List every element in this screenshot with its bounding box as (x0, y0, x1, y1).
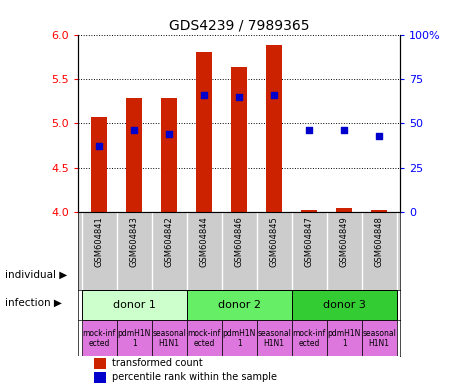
Text: GSM604846: GSM604846 (234, 216, 243, 267)
Bar (301, 210, 316, 212)
Bar (151, 320, 186, 356)
Bar (336, 208, 351, 212)
Bar (91, 117, 107, 212)
Bar (186, 320, 221, 356)
Bar (361, 320, 396, 356)
Text: GSM604844: GSM604844 (199, 216, 208, 266)
Bar (291, 320, 326, 356)
Text: GSM604843: GSM604843 (129, 216, 139, 267)
Text: percentile rank within the sample: percentile rank within the sample (112, 372, 276, 382)
Point (305, 127, 312, 134)
Bar (82, 290, 186, 320)
Bar (266, 45, 281, 212)
Text: individual ▶: individual ▶ (5, 270, 67, 280)
Point (130, 127, 138, 134)
Bar (196, 52, 212, 212)
Title: GDS4239 / 7989365: GDS4239 / 7989365 (168, 18, 309, 32)
Point (235, 94, 242, 100)
Text: pdmH1N
1: pdmH1N 1 (327, 329, 360, 348)
Bar (94, 372, 106, 382)
Bar (82, 320, 117, 356)
Text: pdmH1N
1: pdmH1N 1 (222, 329, 255, 348)
Bar (94, 358, 106, 369)
Text: mock-inf
ected: mock-inf ected (292, 329, 325, 348)
Text: pdmH1N
1: pdmH1N 1 (117, 329, 151, 348)
Bar (256, 320, 291, 356)
Text: GSM604849: GSM604849 (339, 216, 348, 266)
Bar (117, 320, 151, 356)
Point (95, 143, 103, 149)
Text: mock-inf
ected: mock-inf ected (83, 329, 116, 348)
Bar (161, 98, 177, 212)
Text: mock-inf
ected: mock-inf ected (187, 329, 220, 348)
Text: infection ▶: infection ▶ (5, 298, 62, 308)
Bar (326, 320, 361, 356)
Text: GSM604848: GSM604848 (374, 216, 383, 267)
Bar (370, 210, 386, 212)
Point (375, 132, 382, 139)
Point (340, 127, 347, 134)
Text: donor 3: donor 3 (322, 300, 365, 310)
Text: seasonal
H1N1: seasonal H1N1 (257, 329, 291, 348)
Point (270, 92, 277, 98)
Bar (231, 68, 246, 212)
Text: transformed count: transformed count (112, 359, 202, 369)
Text: GSM604841: GSM604841 (95, 216, 103, 266)
Bar (186, 290, 291, 320)
Bar (221, 320, 256, 356)
Text: seasonal
H1N1: seasonal H1N1 (152, 329, 186, 348)
Point (200, 92, 207, 98)
Text: GSM604842: GSM604842 (164, 216, 174, 266)
Text: donor 2: donor 2 (217, 300, 260, 310)
Text: donor 1: donor 1 (112, 300, 155, 310)
Point (165, 131, 173, 137)
Text: GSM604845: GSM604845 (269, 216, 278, 266)
Text: seasonal
H1N1: seasonal H1N1 (362, 329, 395, 348)
Bar (291, 290, 396, 320)
Bar (126, 98, 142, 212)
Text: GSM604847: GSM604847 (304, 216, 313, 267)
